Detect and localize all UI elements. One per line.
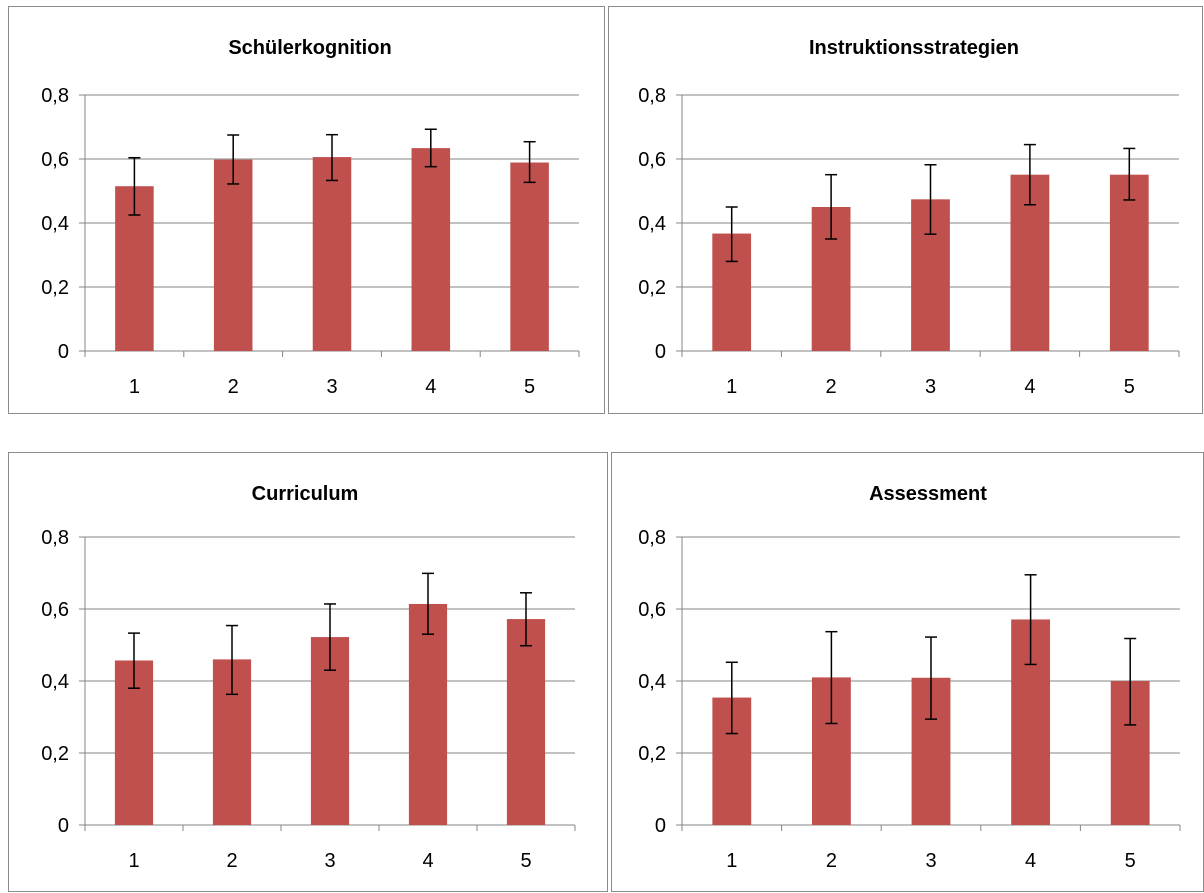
x-tick-label: 4 bbox=[1024, 376, 1035, 398]
x-tick-label: 2 bbox=[826, 376, 837, 398]
chart-title: Instruktionsstrategien bbox=[809, 37, 1019, 59]
y-tick-label: 0 bbox=[655, 815, 666, 837]
x-tick-label: 5 bbox=[1125, 850, 1136, 872]
y-tick-label: 0,8 bbox=[638, 527, 666, 549]
y-tick-label: 0,2 bbox=[41, 277, 69, 299]
y-tick-label: 0,4 bbox=[638, 671, 666, 693]
x-tick-label: 2 bbox=[228, 376, 239, 398]
y-tick-label: 0,4 bbox=[638, 213, 666, 235]
chart-instruktionsstrategien: Instruktionsstrategien 0 0,2 0,4 0,6 0,8 1 2 3 4 5 bbox=[638, 37, 1180, 398]
chart-panel-schuelerkognition: Schülerkognition 0 0,2 0,4 0,6 0,8 1 2 3 4 5 bbox=[8, 6, 605, 414]
y-tick-label: 0,6 bbox=[41, 599, 69, 621]
chart-panel-assessment: Assessment 0 0,2 0,4 0,6 0,8 1 2 3 4 5 bbox=[611, 452, 1204, 892]
y-tick-label: 0,6 bbox=[638, 599, 666, 621]
x-tick-label: 1 bbox=[726, 850, 737, 872]
bar-schuelerkognition-3 bbox=[312, 157, 352, 351]
y-tick-label: 0,4 bbox=[41, 213, 69, 235]
bar-curriculum-5 bbox=[506, 619, 546, 825]
y-tick-label: 0,2 bbox=[638, 277, 666, 299]
y-tick-label: 0,8 bbox=[638, 85, 666, 107]
x-tick-label: 1 bbox=[129, 376, 140, 398]
y-tick-label: 0 bbox=[655, 341, 666, 363]
chart-title: Curriculum bbox=[252, 483, 359, 505]
x-tick-label: 4 bbox=[422, 850, 433, 872]
x-tick-label: 5 bbox=[1124, 376, 1135, 398]
chart-panel-curriculum: Curriculum 0 0,2 0,4 0,6 0,8 1 2 3 4 5 bbox=[8, 452, 608, 892]
x-tick-label: 4 bbox=[1025, 850, 1036, 872]
x-tick-label: 3 bbox=[925, 850, 936, 872]
chart-schuelerkognition: Schülerkognition 0 0,2 0,4 0,6 0,8 1 2 3 4 5 bbox=[41, 37, 580, 398]
y-tick-label: 0 bbox=[58, 341, 69, 363]
x-tick-label: 5 bbox=[520, 850, 531, 872]
x-tick-label: 3 bbox=[324, 850, 335, 872]
x-tick-label: 3 bbox=[326, 376, 337, 398]
x-tick-label: 1 bbox=[128, 850, 139, 872]
x-tick-label: 2 bbox=[226, 850, 237, 872]
chart-curriculum: Curriculum 0 0,2 0,4 0,6 0,8 1 2 3 4 5 bbox=[41, 483, 576, 872]
y-tick-label: 0,6 bbox=[41, 149, 69, 171]
y-tick-label: 0,6 bbox=[638, 149, 666, 171]
chart-panel-instruktionsstrategien: Instruktionsstrategien 0 0,2 0,4 0,6 0,8 1 2 3 4 5 bbox=[608, 6, 1203, 414]
bar-schuelerkognition-5 bbox=[510, 162, 549, 351]
bar-instruktionsstrategien-5 bbox=[1109, 174, 1149, 351]
bar-schuelerkognition-2 bbox=[213, 159, 253, 351]
x-tick-label: 4 bbox=[425, 376, 436, 398]
y-tick-label: 0 bbox=[58, 815, 69, 837]
x-tick-label: 5 bbox=[524, 376, 535, 398]
y-tick-label: 0,2 bbox=[41, 743, 69, 765]
x-tick-label: 3 bbox=[925, 376, 936, 398]
chart-title: Assessment bbox=[869, 483, 987, 505]
x-tick-label: 1 bbox=[726, 376, 737, 398]
x-tick-label: 2 bbox=[826, 850, 837, 872]
bar-curriculum-4 bbox=[408, 603, 448, 825]
bar-schuelerkognition-4 bbox=[411, 148, 451, 351]
chart-title: Schülerkognition bbox=[228, 37, 391, 59]
y-tick-label: 0,8 bbox=[41, 85, 69, 107]
y-tick-label: 0,8 bbox=[41, 527, 69, 549]
y-tick-label: 0,4 bbox=[41, 671, 69, 693]
chart-assessment: Assessment 0 0,2 0,4 0,6 0,8 1 2 3 4 5 bbox=[638, 483, 1181, 872]
y-tick-label: 0,2 bbox=[638, 743, 666, 765]
